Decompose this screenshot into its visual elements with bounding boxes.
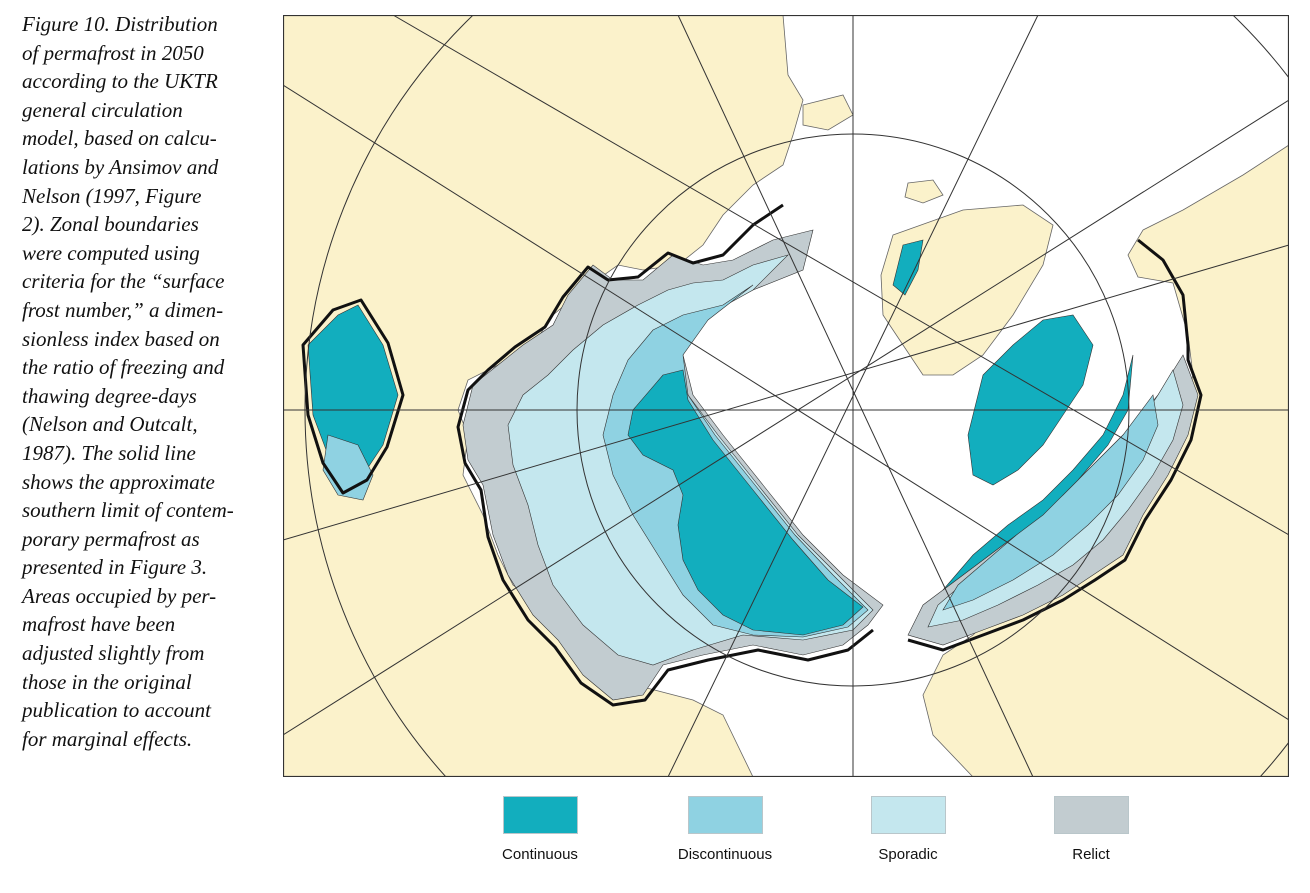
legend-swatch xyxy=(687,796,763,834)
map-frame xyxy=(283,15,1289,777)
legend-item-continuous: Continuous xyxy=(470,793,610,863)
caption-line: 2). Zonal boundaries xyxy=(22,212,199,237)
caption-line: those in the original xyxy=(22,669,192,694)
southern-limit-line-eurasia xyxy=(456,203,874,707)
greenland-land xyxy=(880,204,1054,376)
caption-line: (Nelson and Outcalt, xyxy=(22,412,198,437)
zone-discontinuous-greenland-margin xyxy=(892,239,924,296)
zone-continuous-canadian-archipelago xyxy=(967,314,1094,486)
zone-continuous-eurasia xyxy=(627,369,864,636)
caption-line: porary permafrost as xyxy=(22,526,200,551)
caption-line: the ratio of freezing and xyxy=(22,355,225,380)
legend-label: Continuous xyxy=(502,846,578,863)
southern-limit-line-north-america xyxy=(907,238,1203,652)
legend: Continuous Discontinuous Sporadic Relict xyxy=(470,793,1170,873)
arctic-island xyxy=(904,179,944,204)
permafrost-map xyxy=(283,15,1289,777)
caption-line: were computed using xyxy=(22,240,200,265)
legend-item-discontinuous: Discontinuous xyxy=(655,793,795,863)
zone-continuous-north-america xyxy=(942,354,1134,591)
legend-item-sporadic: Sporadic xyxy=(838,793,978,863)
caption-line: presented in Figure 3. xyxy=(22,555,208,580)
caption-line: frost number,” a dimen- xyxy=(22,297,224,322)
caption-line: of permafrost in 2050 xyxy=(22,40,204,65)
caption-line: thawing degree-days xyxy=(22,383,197,408)
caption-line: model, based on calcu- xyxy=(22,126,217,151)
caption-line: southern limit of contem- xyxy=(22,498,234,523)
caption-line: mafrost have been xyxy=(22,612,176,637)
legend-swatch xyxy=(502,796,578,834)
legend-swatch xyxy=(870,796,946,834)
arctic-island xyxy=(802,94,854,131)
figure-caption: Figure 10. Distribution of permafrost in… xyxy=(22,10,256,753)
legend-swatch xyxy=(1053,796,1129,834)
legend-label: Discontinuous xyxy=(677,846,773,863)
caption-line: Figure 10. Distribution xyxy=(22,12,218,36)
caption-line: for marginal effects. xyxy=(22,726,193,751)
caption-line: criteria for the “surface xyxy=(22,269,225,294)
caption-line: adjusted slightly from xyxy=(22,641,205,666)
caption-line: Nelson (1997, Figure xyxy=(22,183,202,208)
zone-discontinuous-eurasia xyxy=(602,284,869,638)
southern-limit-line-scandinavia xyxy=(301,298,405,495)
caption-line: sionless index based on xyxy=(22,326,220,351)
legend-label: Relict xyxy=(1072,846,1110,863)
caption-line: publication to account xyxy=(22,698,211,723)
caption-line: shows the approximate xyxy=(22,469,215,494)
caption-line: according to the UKTR xyxy=(22,69,218,94)
caption-line: general circulation xyxy=(22,97,183,122)
caption-line: 1987). The solid line xyxy=(22,440,196,465)
legend-item-relict: Relict xyxy=(1021,793,1161,863)
graticule xyxy=(283,15,1289,777)
caption-line: lations by Ansimov and xyxy=(22,154,219,179)
caption-line: Areas occupied by per- xyxy=(22,583,217,608)
legend-label: Sporadic xyxy=(878,846,938,863)
